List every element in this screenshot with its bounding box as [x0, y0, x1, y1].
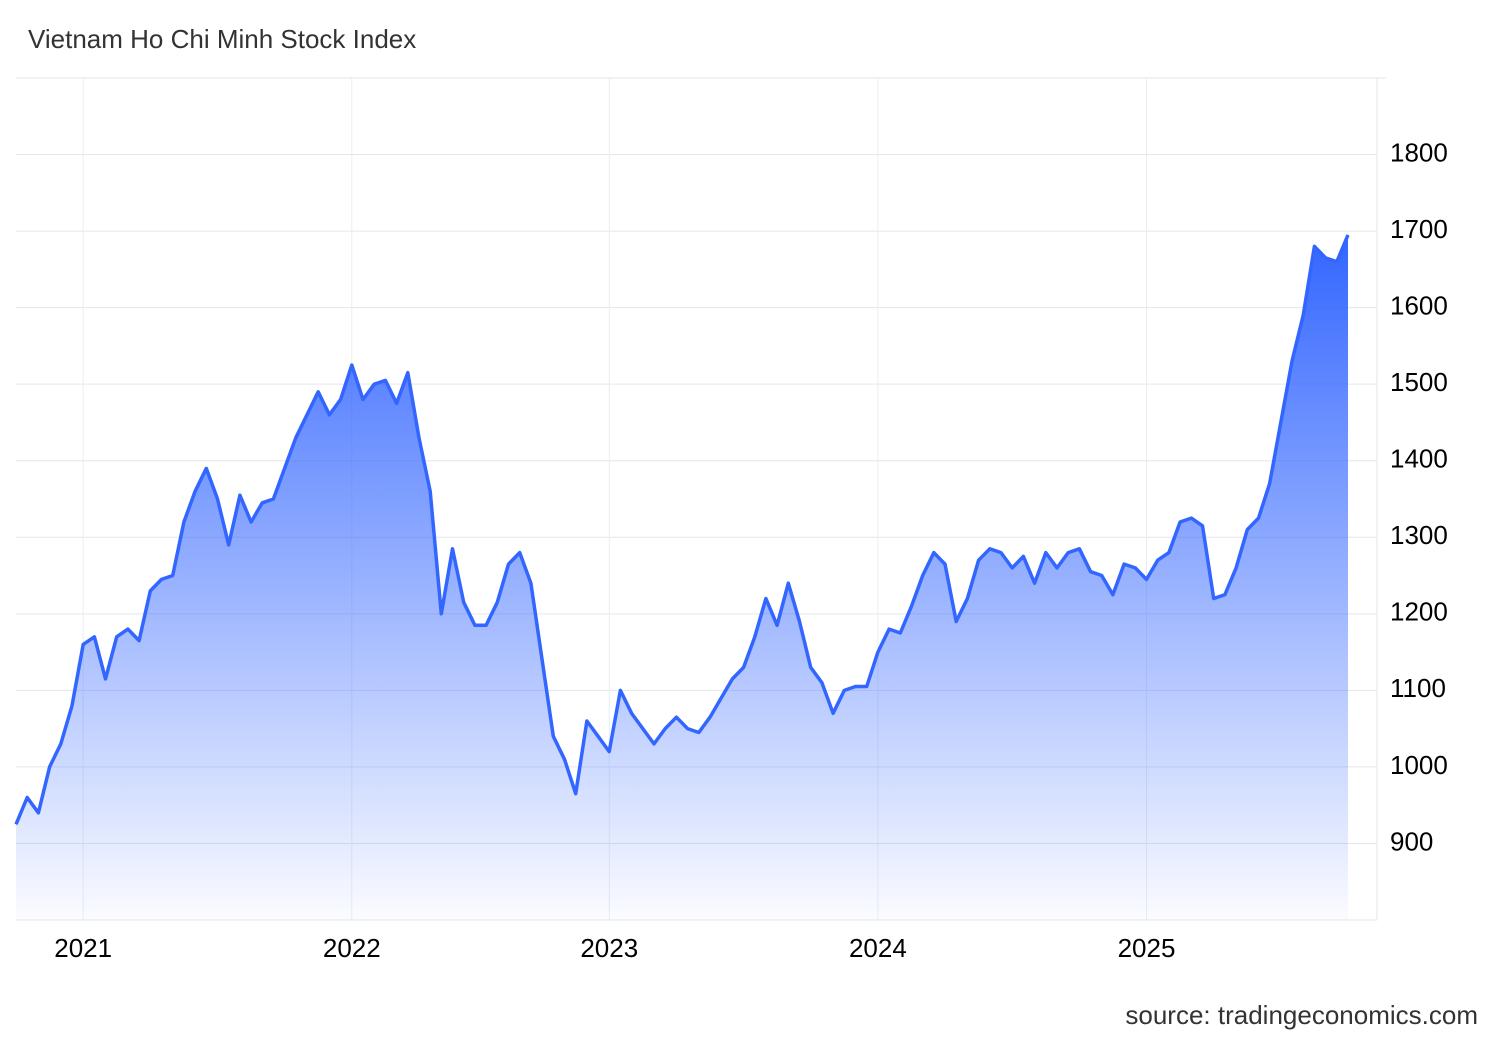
- x-tick-label: 2024: [849, 933, 907, 963]
- x-tick-label: 2025: [1118, 933, 1176, 963]
- y-tick-label: 1500: [1390, 367, 1448, 397]
- line: [14, 234, 1350, 825]
- source: source: tradingeconomics.com: [1125, 1000, 1478, 1030]
- x-tick-label: 2021: [54, 933, 112, 963]
- y-tick-label: 1100: [1390, 673, 1446, 703]
- y-tick-label: 1000: [1390, 750, 1448, 780]
- chart-title: Vietnam Ho Chi Minh Stock Index: [28, 24, 416, 54]
- x-tick-label: 2023: [580, 933, 638, 963]
- y-tick-label: 1300: [1390, 520, 1448, 550]
- y-tick-label: 1700: [1390, 214, 1448, 244]
- y-tick-label: 900: [1390, 826, 1433, 856]
- y-tick-label: 1400: [1390, 444, 1448, 474]
- y-tick-label: 1600: [1390, 291, 1448, 321]
- x-tick-label: 2022: [323, 933, 381, 963]
- y-tick-label: 1200: [1390, 597, 1448, 627]
- y-tick-label: 1800: [1390, 137, 1448, 167]
- area: [16, 234, 1348, 920]
